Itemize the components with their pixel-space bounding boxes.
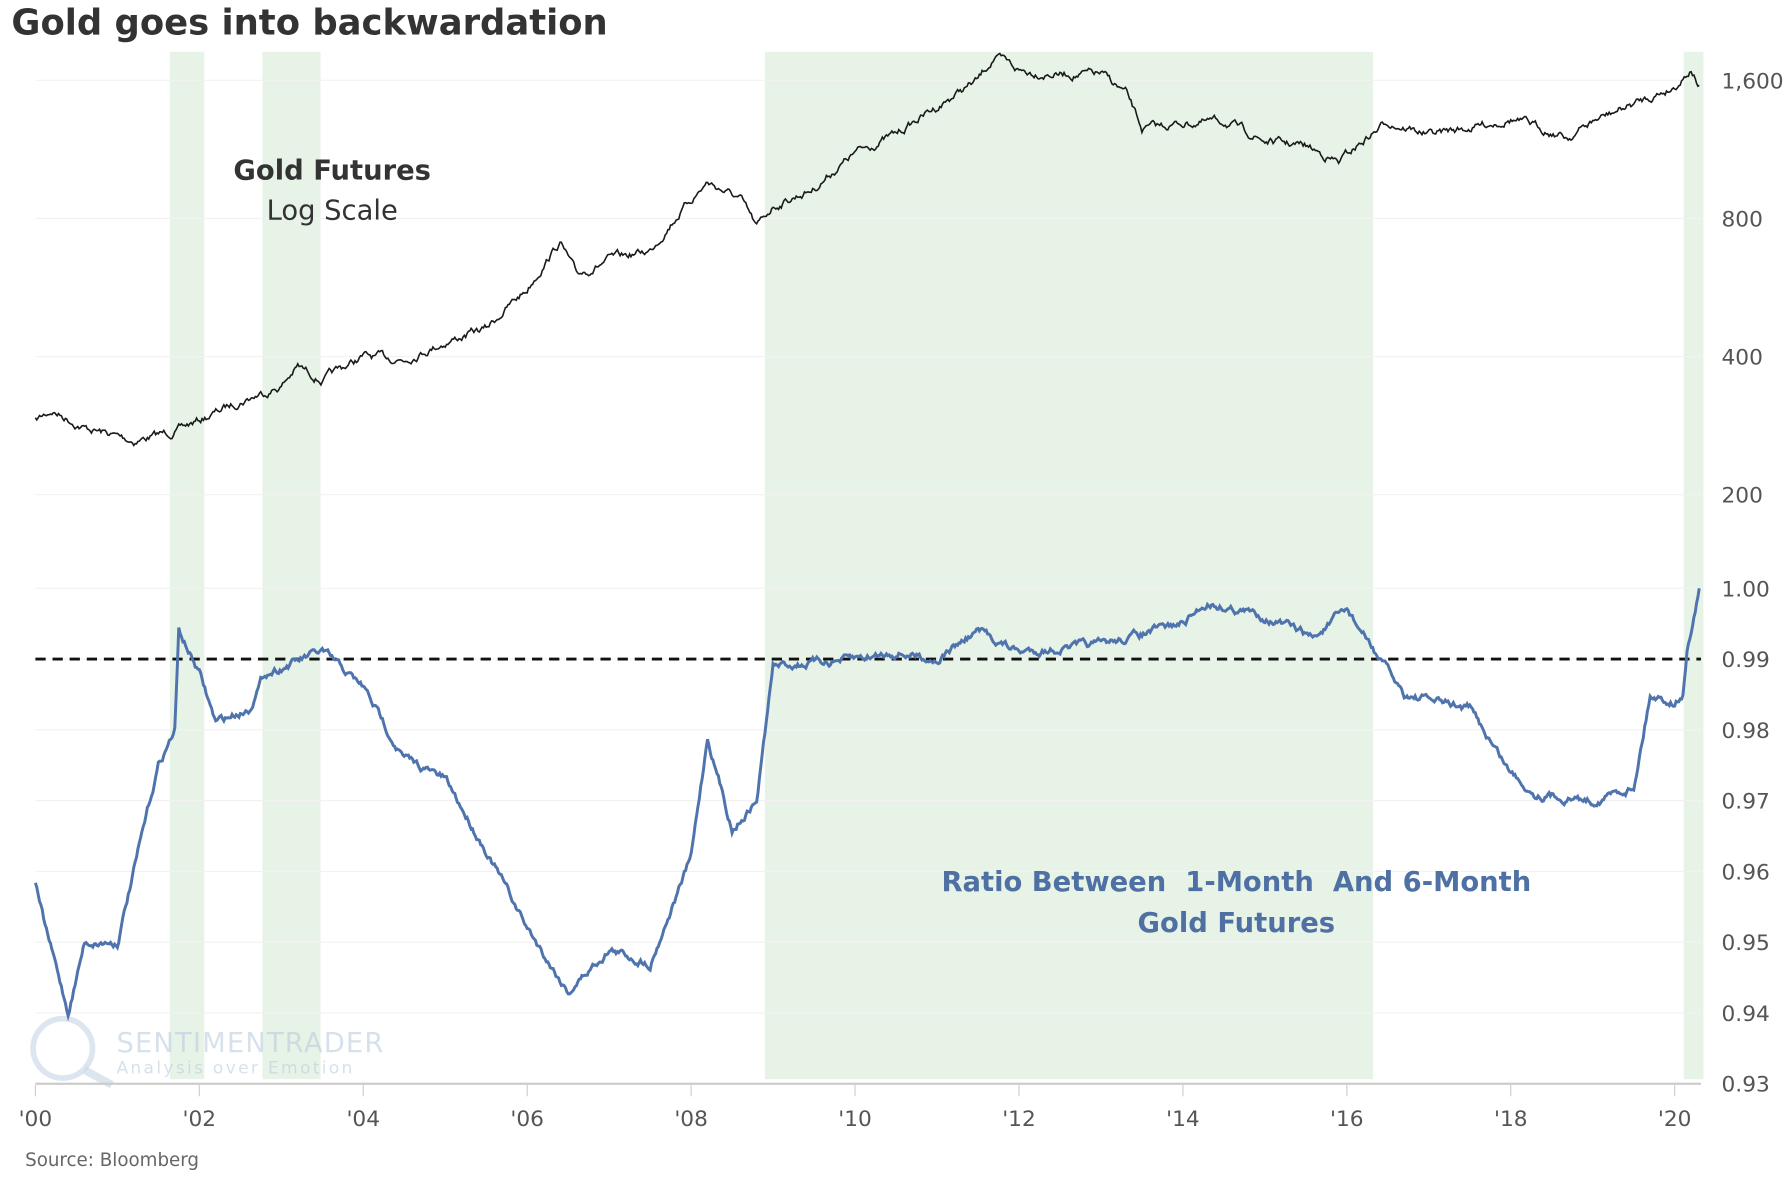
y-tick-label: 800	[1722, 207, 1763, 232]
x-tick-label: '20	[1658, 1107, 1692, 1132]
ratio-line	[33, 588, 1701, 1022]
y-tick-label: 1,600	[1722, 69, 1784, 94]
shaded-periods	[169, 51, 1704, 1080]
shaded-period-0	[169, 51, 205, 1080]
y-tick-label: 1.00	[1722, 577, 1770, 602]
x-tick-label: '10	[838, 1107, 872, 1132]
x-tick-label: '18	[1494, 1107, 1528, 1132]
y-tick-label: 400	[1722, 346, 1763, 371]
gold-futures-line	[34, 52, 1700, 447]
y-tick-label: 0.97	[1722, 790, 1770, 815]
y-tick-label: 0.98	[1722, 719, 1770, 744]
y-tick-label: 0.99	[1722, 648, 1770, 673]
watermark-logo-handle	[82, 1066, 114, 1089]
shaded-period-2	[764, 51, 1374, 1080]
x-tick-label: '12	[1002, 1107, 1036, 1132]
gold-annotation-subtitle: Log Scale	[267, 196, 398, 227]
shaded-period-3	[1683, 51, 1704, 1080]
x-tick-label: '04	[346, 1107, 380, 1132]
x-tick-label: '08	[674, 1107, 708, 1132]
shaded-period-1	[262, 51, 321, 1080]
y-tick-label: 200	[1722, 484, 1763, 509]
watermark-brand: SENTIMENTRADER	[116, 1028, 384, 1059]
source-note: Source: Bloomberg	[25, 1150, 199, 1171]
watermark-logo-icon	[30, 1015, 96, 1081]
y-tick-label: 0.95	[1722, 931, 1770, 956]
y-axis-ticks: 1,600 800 400 200 1.00 0.99 0.98 0.97 0.96 0.95 0.…	[1722, 69, 1784, 1097]
ratio-annotation-line2: Gold Futures	[1138, 908, 1336, 939]
x-tick-label: '00	[19, 1107, 53, 1132]
gold-annotation-title: Gold Futures	[233, 156, 431, 187]
ratio-annotation-line1: Ratio Between 1-Month And 6-Month	[941, 867, 1531, 898]
watermark-tagline: Analysis over Emotion	[116, 1058, 354, 1078]
y-tick-label: 0.96	[1722, 860, 1770, 885]
x-tick-label: '14	[1166, 1107, 1200, 1132]
x-tick-label: '16	[1330, 1107, 1364, 1132]
y-tick-label: 0.94	[1722, 1002, 1770, 1027]
watermark: SENTIMENTRADER Analysis over Emotion	[30, 1015, 384, 1089]
x-tick-label: '02	[183, 1107, 217, 1132]
x-tick-label: '06	[510, 1107, 544, 1132]
y-tick-label: 0.93	[1722, 1073, 1770, 1098]
x-axis-ticks: '00 '02 '04 '06 '08 '10 '12 '14 '16 '18 '20	[19, 1084, 1692, 1132]
chart-title: Gold goes into backwardation	[11, 3, 607, 44]
